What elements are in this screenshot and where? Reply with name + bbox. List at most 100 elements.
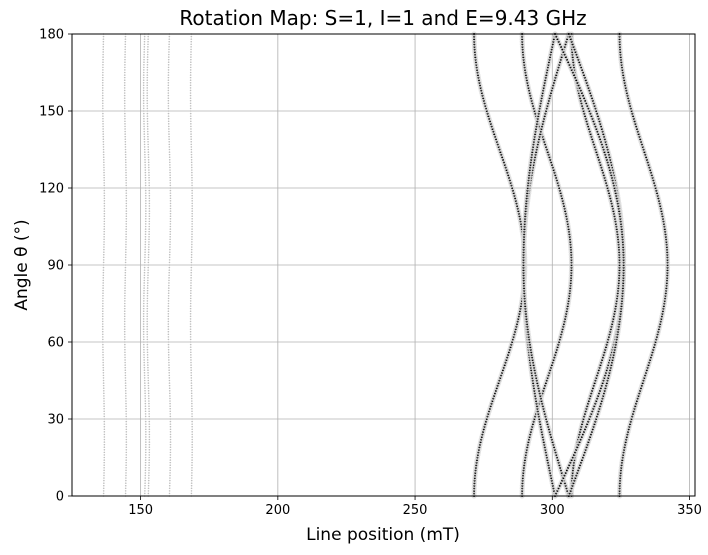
data-point [167, 64, 170, 66]
data-point [189, 348, 192, 351]
data-point [124, 69, 126, 71]
data-point [125, 443, 128, 446]
data-point [102, 74, 104, 76]
data-point [191, 235, 193, 238]
data-point [124, 130, 126, 133]
data-point [143, 346, 145, 348]
data-point [124, 110, 126, 112]
data-point [169, 223, 172, 225]
data-point [143, 271, 146, 274]
data-point [102, 343, 104, 346]
data-point [148, 466, 150, 469]
data-point [169, 402, 171, 405]
data-point [148, 443, 151, 446]
data-point [125, 189, 128, 192]
data-point [102, 374, 105, 377]
data-point [191, 466, 193, 469]
data-point [191, 192, 193, 194]
data-point [124, 266, 127, 269]
data-point [144, 246, 147, 248]
data-point [169, 443, 172, 446]
data-point [124, 382, 127, 384]
data-point [146, 300, 149, 302]
data-point [167, 333, 170, 336]
data-point [144, 454, 147, 456]
data-point [123, 102, 126, 105]
data-point [101, 315, 104, 318]
data-point [190, 56, 192, 58]
data-point [148, 200, 151, 202]
data-point [125, 479, 127, 482]
data-point [101, 325, 104, 328]
data-point [103, 456, 106, 459]
data-point [189, 312, 192, 315]
data-point [190, 277, 192, 279]
data-point [189, 333, 192, 336]
data-point [146, 56, 149, 58]
data-point [147, 133, 149, 135]
data-point [102, 354, 104, 356]
data-point [125, 472, 127, 474]
data-point [103, 474, 105, 477]
data-point [125, 395, 127, 397]
data-point [190, 487, 193, 490]
data-point [103, 443, 106, 446]
data-point [169, 243, 171, 246]
data-point [125, 407, 127, 410]
data-point [168, 253, 171, 256]
data-point [169, 474, 171, 477]
data-point [146, 107, 149, 110]
data-point [143, 138, 146, 141]
data-point [103, 171, 105, 174]
data-point [103, 243, 105, 246]
data-point [146, 328, 149, 330]
data-point [144, 464, 147, 467]
data-point [168, 138, 170, 141]
data-point [143, 148, 146, 151]
data-point [144, 153, 146, 156]
data-point [169, 184, 172, 187]
data-point [101, 94, 104, 97]
y-tick-label: 30 [47, 413, 64, 428]
data-point [190, 359, 192, 361]
data-point [124, 289, 126, 292]
data-point [124, 256, 127, 259]
data-point [191, 425, 193, 428]
data-point [102, 271, 105, 274]
data-point [168, 261, 171, 264]
data-point [190, 264, 193, 266]
data-point [124, 287, 126, 289]
data-point [148, 407, 150, 410]
data-point [124, 366, 127, 369]
data-point [125, 451, 128, 454]
data-point [167, 287, 170, 289]
data-point [144, 197, 147, 200]
data-point [191, 428, 193, 431]
data-point [169, 400, 171, 402]
data-point [169, 436, 172, 438]
data-point [168, 277, 170, 279]
data-point [124, 292, 126, 295]
data-point [168, 156, 171, 158]
data-point [169, 215, 172, 218]
data-point [167, 74, 170, 76]
data-point [102, 295, 104, 297]
data-point [125, 179, 127, 182]
data-point [147, 389, 150, 392]
data-point [103, 405, 105, 407]
data-point [169, 161, 171, 164]
data-point [169, 241, 171, 243]
data-point [146, 92, 148, 94]
data-point [123, 84, 126, 87]
data-point [191, 243, 193, 246]
data-point [147, 161, 150, 164]
data-point [148, 418, 151, 420]
data-point [191, 410, 193, 413]
data-point [102, 48, 105, 51]
data-point [190, 364, 192, 366]
data-point [124, 138, 127, 141]
data-point [144, 413, 147, 415]
data-point [189, 117, 192, 120]
data-point [102, 43, 105, 46]
data-point [189, 107, 192, 110]
